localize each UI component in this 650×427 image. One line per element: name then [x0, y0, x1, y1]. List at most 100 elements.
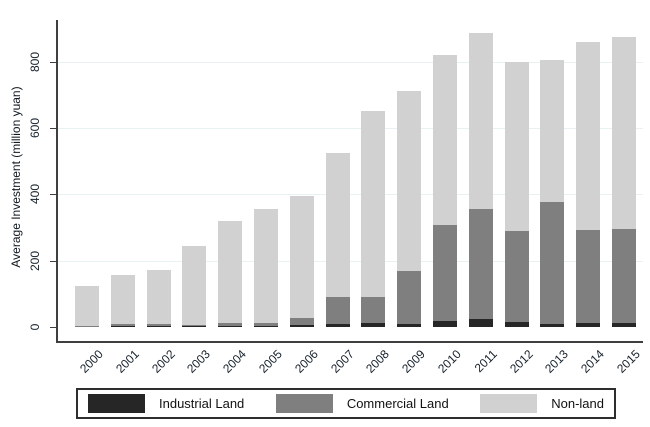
y-tick-0 — [50, 327, 56, 328]
bar-segment-2014-non-land — [576, 41, 601, 230]
bar-segment-2013-industrial-land — [540, 323, 565, 327]
y-tick-600 — [50, 127, 56, 129]
bar-segment-2009-commercial-land — [397, 271, 422, 325]
bar-segment-2015-non-land — [612, 36, 636, 229]
x-tick-label-2006: 2006 — [291, 347, 321, 376]
y-tick-label-400: 400 — [28, 184, 42, 205]
bar-segment-2012-industrial-land — [504, 321, 529, 327]
bar-segment-2008-industrial-land — [361, 323, 386, 327]
bar-segment-2004-non-land — [218, 220, 243, 324]
y-tick-label-600: 600 — [28, 117, 42, 138]
bar-segment-2001-industrial-land — [110, 326, 135, 327]
bar-2000 — [75, 0, 99, 327]
legend-item-industrial-land: Industrial Land — [88, 394, 244, 413]
bar-segment-2002-commercial-land — [146, 324, 171, 327]
bar-segment-2010-non-land — [433, 54, 457, 226]
x-tick-label-2010: 2010 — [435, 347, 464, 376]
bar-segment-2007-non-land — [325, 152, 350, 297]
bar-2010 — [433, 0, 457, 327]
bar-segment-2011-industrial-land — [468, 319, 493, 327]
x-tick-label-2000: 2000 — [77, 347, 106, 376]
x-tick-label-2002: 2002 — [148, 347, 178, 376]
bar-segment-2001-commercial-land — [110, 324, 135, 327]
y-tick-label-0: 0 — [28, 323, 42, 331]
x-tick-label-2012: 2012 — [506, 347, 536, 376]
y-tick-200 — [50, 260, 56, 262]
x-tick-label-2014: 2014 — [578, 347, 608, 376]
x-tick-label-2011: 2011 — [471, 347, 500, 376]
bar-segment-2011-commercial-land — [468, 208, 493, 320]
bar-segment-2012-commercial-land — [504, 231, 529, 322]
bar-2014 — [576, 0, 601, 327]
bar-segment-2005-commercial-land — [254, 322, 278, 326]
legend-swatch — [88, 394, 145, 413]
bar-segment-2010-commercial-land — [433, 225, 457, 322]
bar-segment-2007-industrial-land — [325, 324, 350, 327]
bar-segment-2012-non-land — [504, 61, 529, 232]
bar-segment-2015-commercial-land — [612, 228, 636, 324]
bar-segment-2002-industrial-land — [146, 326, 171, 327]
x-tick-label-2003: 2003 — [184, 347, 214, 376]
x-tick-label-2007: 2007 — [327, 347, 357, 376]
y-tick-label-800: 800 — [28, 51, 42, 72]
bar-2009 — [397, 0, 422, 327]
bar-2003 — [182, 0, 207, 327]
x-tick-label-2004: 2004 — [220, 347, 250, 376]
x-tick-label-2008: 2008 — [363, 347, 393, 376]
bar-2007 — [325, 0, 350, 327]
y-tick-800 — [50, 61, 56, 63]
bar-segment-2013-non-land — [540, 59, 565, 202]
bar-2015 — [612, 0, 636, 327]
bar-segment-2002-non-land — [146, 270, 171, 325]
y-axis-title: Average Investment (million yuan) — [9, 85, 23, 268]
bar-segment-2009-non-land — [397, 91, 422, 272]
bar-segment-2001-non-land — [110, 274, 135, 325]
legend-swatch — [480, 394, 538, 413]
legend-label: Industrial Land — [159, 396, 245, 411]
bar-segment-2014-industrial-land — [576, 323, 601, 327]
bar-segment-2004-commercial-land — [218, 323, 243, 326]
legend-label: Commercial Land — [346, 396, 449, 411]
bar-segment-2003-commercial-land — [182, 325, 207, 327]
bar-segment-2005-industrial-land — [254, 325, 278, 327]
bar-segment-2008-commercial-land — [361, 297, 386, 324]
gridline-400 — [58, 194, 643, 196]
x-tick-label-2015: 2015 — [614, 347, 643, 376]
bar-segment-2004-industrial-land — [218, 326, 243, 327]
bar-segment-2000-non-land — [75, 285, 99, 326]
y-tick-label-200: 200 — [28, 250, 42, 271]
bar-2012 — [504, 0, 529, 327]
y-axis-line — [56, 20, 58, 343]
bar-segment-2006-commercial-land — [289, 318, 314, 326]
bar-2002 — [146, 0, 171, 327]
bar-segment-2006-industrial-land — [289, 325, 314, 327]
x-tick-label-2005: 2005 — [256, 347, 285, 376]
bar-segment-2007-commercial-land — [325, 296, 350, 325]
x-axis-line — [56, 341, 643, 343]
x-tick-label-2009: 2009 — [399, 347, 429, 376]
bar-2004 — [218, 0, 243, 327]
legend-item-non-land: Non-land — [480, 394, 604, 413]
x-tick-label-2001: 2001 — [112, 347, 142, 376]
bar-segment-2003-industrial-land — [182, 326, 207, 327]
bar-2008 — [361, 0, 386, 327]
bar-segment-2008-non-land — [361, 111, 386, 298]
bar-segment-2003-non-land — [182, 245, 207, 326]
gridline-800 — [58, 61, 643, 63]
bar-2001 — [110, 0, 135, 327]
bar-2013 — [540, 0, 565, 327]
bar-2005 — [254, 0, 278, 327]
x-tick-label-2013: 2013 — [542, 347, 572, 376]
bar-segment-2014-commercial-land — [576, 229, 601, 324]
bar-segment-2006-non-land — [289, 195, 314, 319]
y-tick-400 — [50, 194, 56, 196]
legend: Industrial Land Commercial Land Non-land — [76, 388, 616, 419]
gridline-200 — [58, 260, 643, 262]
bar-2006 — [289, 0, 314, 327]
bar-segment-2009-industrial-land — [397, 324, 422, 327]
legend-item-commercial-land: Commercial Land — [275, 394, 449, 413]
bar-segment-2015-industrial-land — [612, 323, 636, 327]
gridline-600 — [58, 127, 643, 129]
